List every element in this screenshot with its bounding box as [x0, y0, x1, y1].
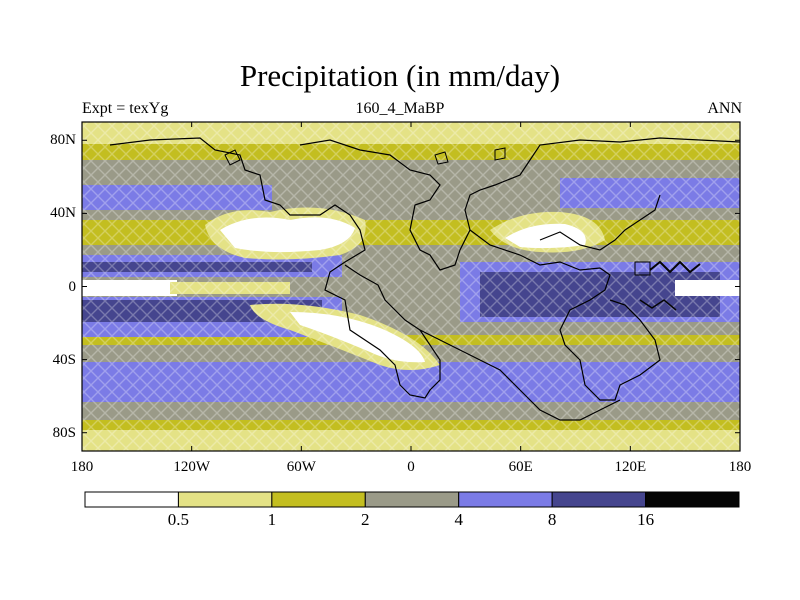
y-tick-label: 0 — [68, 278, 77, 295]
colorbar-level-label: 4 — [454, 510, 463, 529]
colorbar-level-label: 8 — [547, 510, 557, 529]
colorbar-level-label: 16 — [637, 510, 655, 529]
colorbar-level-label: 1 — [267, 510, 277, 529]
colorbar-level-label: 0.5 — [167, 510, 190, 529]
colorbar-swatch — [645, 491, 740, 508]
x-tick-label: 120W — [173, 459, 210, 475]
x-tick-label: 180 — [728, 459, 752, 475]
x-tick-label: 180 — [70, 459, 94, 475]
experiment-label: Expt = texYg — [82, 100, 169, 117]
x-tick-label: 60E — [508, 459, 533, 475]
colorbar-swatch — [84, 491, 179, 508]
x-tick-label: 60W — [286, 459, 316, 475]
map-title: Precipitation (in mm/day) — [239, 58, 561, 93]
y-tick-label: 80S — [52, 424, 76, 441]
period-label: 160_4_MaBP — [355, 100, 445, 117]
season-label: ANN — [707, 100, 742, 117]
colorbar — [84, 491, 740, 508]
colorbar-swatch — [271, 491, 366, 508]
y-tick-label: 40N — [50, 205, 76, 222]
colorbar-swatch — [458, 491, 553, 508]
precip-field — [82, 122, 740, 451]
axis-ticks — [81, 122, 741, 451]
y-tick-label: 40S — [52, 351, 76, 368]
colorbar-swatch — [551, 491, 647, 508]
colorbar-level-label: 2 — [361, 510, 370, 529]
x-tick-label: 120E — [614, 459, 647, 475]
x-tick-label: 0 — [407, 459, 415, 475]
colorbar-swatch — [364, 491, 460, 508]
colorbar-swatch — [177, 491, 273, 508]
y-tick-label: 80N — [50, 132, 76, 149]
